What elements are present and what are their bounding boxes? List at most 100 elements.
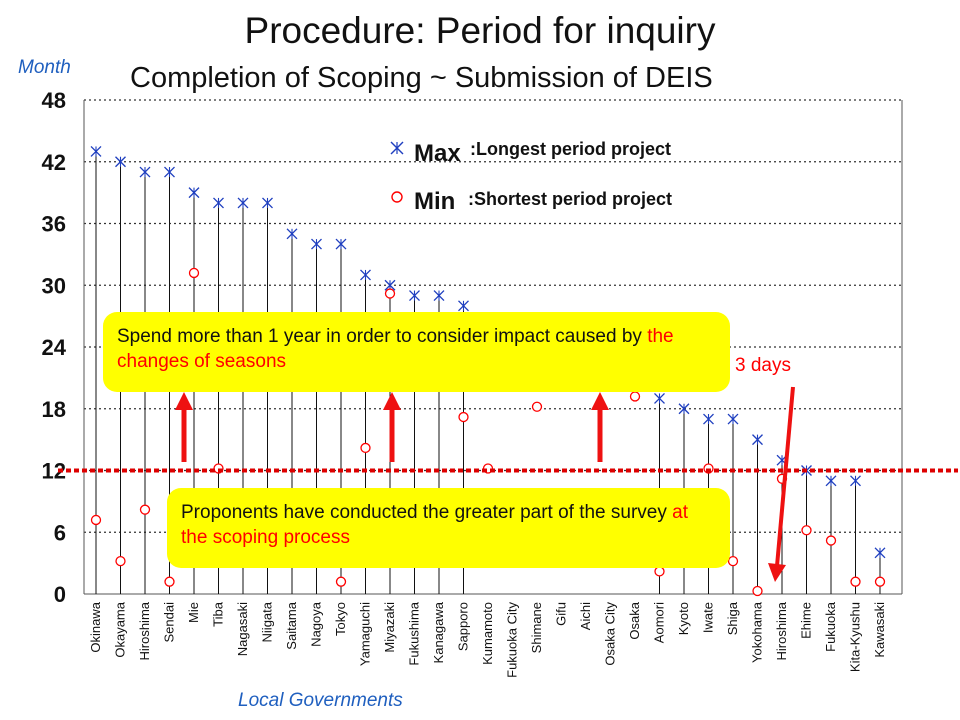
x-tick-label-5: Tiba (211, 601, 226, 627)
legend-max-label: :Longest period project (470, 139, 672, 159)
x-tick-label-13: Fukushima (407, 601, 422, 665)
max-marker-11 (360, 269, 371, 281)
chart-subtitle: Completion of Scoping ~ Submission of DE… (130, 62, 713, 94)
min-marker-29 (801, 525, 812, 536)
max-marker-8 (286, 228, 298, 240)
up-arrow-2 (383, 392, 401, 462)
callout-seasons-highlight: the changes of seasons (117, 326, 674, 372)
callout-seasons-text: Spend more than 1 year in order to consi… (117, 326, 648, 347)
x-tick-label-9: Nagoya (309, 601, 324, 647)
x-tick-label-24: Kyoto (676, 602, 691, 635)
arrow-3-days-shaft (775, 386, 795, 567)
x-tick-label-0: Okinawa (88, 601, 103, 652)
max-marker-4 (188, 187, 200, 199)
x-tick-label-10: Tokyo (333, 602, 348, 636)
min-marker-30 (825, 535, 837, 546)
min-marker-31 (850, 576, 861, 587)
annotation-3-days: 3 days (735, 355, 791, 376)
callout-scoping-highlight: at the scoping process (181, 502, 689, 548)
min-marker-22 (629, 391, 641, 402)
x-tick-label-27: Yokohama (750, 601, 765, 663)
y-tick-label-36: 36 (42, 212, 66, 237)
max-marker-6 (237, 197, 249, 209)
y-tick-label-42: 42 (42, 150, 66, 175)
max-marker-24 (678, 403, 690, 415)
min-marker-3 (164, 576, 175, 587)
x-tick-label-16: Kumamoto (480, 602, 495, 665)
x-tick-label-3: Sendai (162, 602, 177, 643)
up-arrow-head (175, 392, 193, 410)
y-tick-label-18: 18 (42, 397, 66, 422)
min-marker-27 (752, 585, 763, 597)
data-markers (90, 145, 886, 597)
x-tick-label-30: Fukuoka (823, 601, 838, 652)
up-arrow-1 (175, 392, 193, 462)
max-marker-7 (262, 197, 273, 209)
min-marker-32 (874, 576, 886, 587)
x-tick-label-6: Nagasaki (235, 602, 250, 656)
max-marker-14 (433, 290, 445, 302)
y-tick-label-48: 48 (42, 88, 66, 113)
x-axis-label: Local Governments (238, 690, 403, 711)
legend-max-marker (390, 141, 404, 155)
legend-markers (390, 141, 404, 203)
callout-seasons: Spend more than 1 year in order to consi… (103, 312, 730, 392)
x-tick-label-1: Okayama (113, 601, 128, 657)
min-marker-23 (654, 566, 665, 577)
max-marker-3 (164, 166, 175, 178)
max-marker-9 (311, 238, 322, 250)
min-marker-26 (727, 555, 739, 567)
x-tick-label-20: Aichi (578, 602, 593, 630)
y-axis-label: Month (18, 57, 71, 78)
arrow-3-days (768, 386, 795, 582)
x-tick-label-26: Shiga (725, 601, 740, 635)
max-marker-1 (115, 156, 126, 168)
min-marker-2 (139, 504, 151, 515)
legend-min-marker (391, 191, 403, 203)
max-marker-0 (90, 145, 102, 157)
min-marker-1 (115, 555, 126, 567)
min-marker-0 (90, 514, 102, 526)
up-arrow-head (383, 392, 401, 410)
max-marker-10 (335, 238, 347, 250)
legend-min-symbol: Min (414, 188, 456, 215)
x-tick-label-12: Miyazaki (382, 602, 397, 653)
x-tick-label-14: Kanagawa (431, 601, 446, 663)
max-marker-31 (850, 475, 861, 487)
y-tick-label-24: 24 (42, 335, 67, 360)
max-marker-13 (409, 290, 420, 302)
up-arrow-head (591, 392, 609, 410)
max-marker-27 (752, 434, 763, 446)
arrow-3-days-head (768, 563, 786, 582)
x-tick-label-22: Osaka (627, 601, 642, 639)
max-marker-15 (458, 300, 469, 312)
x-tick-label-29: Ehime (799, 602, 814, 639)
x-tick-label-21: Osaka City (603, 602, 618, 666)
x-tick-label-18: Shimane (529, 602, 544, 653)
callout-scoping: Proponents have conducted the greater pa… (167, 488, 730, 568)
x-tick-label-11: Yamaguchi (358, 602, 373, 666)
y-tick-label-6: 6 (54, 520, 66, 545)
x-tick-label-25: Iwate (701, 602, 716, 633)
max-marker-23 (654, 392, 665, 404)
x-tick-label-17: Fukuoka City (505, 602, 520, 678)
y-tick-label-30: 30 (42, 273, 66, 298)
legend-min-label: :Shortest period project (468, 189, 673, 209)
min-marker-11 (360, 442, 371, 454)
min-marker-10 (335, 576, 347, 587)
x-tick-label-31: Kita-Kyushu (848, 602, 863, 672)
up-arrow-3 (591, 392, 609, 462)
max-marker-32 (874, 547, 886, 559)
min-marker-12 (384, 288, 396, 299)
x-tick-label-32: Kawasaki (872, 602, 887, 658)
y-tick-label-0: 0 (54, 582, 66, 607)
min-marker-18 (531, 401, 543, 412)
x-tick-label-19: Gifu (554, 602, 569, 626)
x-tick-label-28: Hiroshima (774, 601, 789, 660)
chart-title: Procedure: Period for inquiry (244, 10, 716, 51)
arrows (58, 386, 958, 582)
x-tick-label-7: Niigata (260, 601, 275, 642)
callout-scoping-text: Proponents have conducted the greater pa… (181, 502, 673, 523)
max-marker-5 (213, 197, 224, 209)
